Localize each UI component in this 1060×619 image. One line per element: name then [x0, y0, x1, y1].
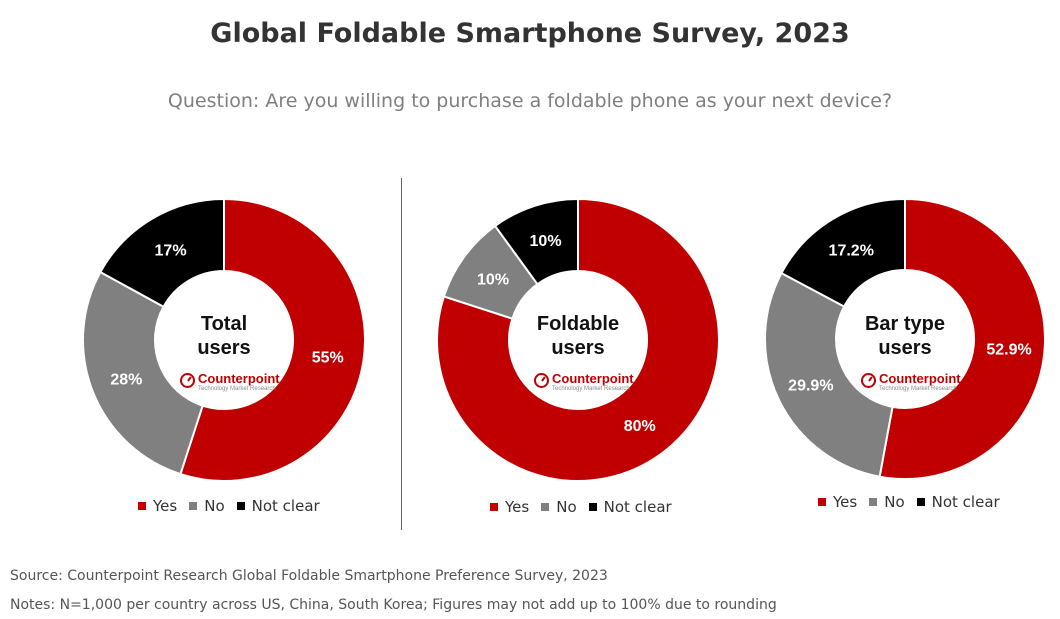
source-note: Source: Counterpoint Research Global Fol…	[10, 568, 608, 584]
legend-item-no: No	[869, 493, 905, 511]
divider	[401, 178, 402, 530]
legend-item-not-clear: Not clear	[236, 497, 320, 515]
legend-swatch	[189, 502, 198, 510]
chart-subtitle: Question: Are you willing to purchase a …	[167, 90, 893, 112]
slice-not-clear	[493, 197, 579, 286]
legend-label: Not clear	[603, 498, 672, 516]
legend-label: Yes	[505, 498, 530, 516]
counterpoint-logo: Counterpoint Technology Market Research	[180, 371, 300, 396]
legend-swatch	[541, 503, 550, 511]
data-label-no: 28%	[110, 372, 142, 389]
center-title: Bar type users	[864, 313, 946, 359]
legend-item-not-clear: Not clear	[588, 498, 672, 516]
legend-label: No	[204, 497, 225, 515]
legend-label: Yes	[833, 493, 858, 511]
donut-total-users: 55% 28% 17%	[82, 197, 366, 482]
legend-label: Not clear	[251, 497, 320, 515]
slice-yes	[179, 197, 366, 482]
legend-item-no: No	[541, 498, 577, 516]
legend-swatch	[588, 503, 597, 511]
legend-swatch	[869, 498, 878, 506]
slice-not-clear	[99, 197, 225, 309]
brand-name: Counterpoint	[198, 371, 280, 386]
legend-label: Not clear	[931, 493, 1000, 511]
center-title: Foldable users	[536, 313, 620, 359]
data-label-yes: 80%	[624, 418, 656, 435]
brand-tagline: Technology Market Research	[552, 386, 630, 392]
counterpoint-icon	[861, 373, 876, 388]
legend-item-yes: Yes	[818, 493, 857, 511]
brand-name: Counterpoint	[552, 371, 634, 386]
brand-tagline: Technology Market Research	[198, 386, 276, 392]
data-label-no: 10%	[477, 271, 509, 288]
slice-no	[82, 270, 204, 476]
donut-bar-type-users: 52.9% 29.9% 17.2%	[764, 197, 1046, 480]
brand-tagline: Technology Market Research	[879, 386, 957, 392]
center-title: Total users	[197, 313, 251, 359]
counterpoint-icon	[180, 373, 195, 388]
legend: Yes No Not clear	[138, 497, 320, 515]
legend-item-yes: Yes	[490, 498, 529, 516]
legend-label: No	[556, 498, 577, 516]
legend: Yes No Not clear	[818, 493, 1000, 511]
counterpoint-logo: Counterpoint Technology Market Research	[861, 371, 981, 396]
slice-not-clear	[780, 197, 906, 308]
legend-item-not-clear: Not clear	[916, 493, 1000, 511]
brand-name: Counterpoint	[879, 371, 961, 386]
data-label-yes: 55%	[312, 349, 344, 366]
slice-no	[764, 271, 894, 478]
data-label-not-clear: 17.2%	[829, 242, 874, 259]
counterpoint-logo: Counterpoint Technology Market Research	[534, 371, 654, 396]
data-label-yes: 52.9%	[986, 342, 1031, 359]
legend-swatch	[236, 502, 245, 510]
legend-swatch	[138, 502, 146, 510]
legend-label: No	[884, 493, 905, 511]
notes-text: Notes: N=1,000 per country across US, Ch…	[10, 597, 777, 613]
legend-item-no: No	[189, 497, 225, 515]
legend-swatch	[916, 498, 925, 506]
data-label-no: 29.9%	[788, 377, 833, 394]
slice-yes	[878, 197, 1046, 480]
legend-label: Yes	[153, 497, 178, 515]
legend: Yes No Not clear	[490, 498, 672, 516]
slice-yes	[436, 197, 720, 482]
data-label-not-clear: 17%	[155, 243, 187, 260]
chart-title: Global Foldable Smartphone Survey, 2023	[210, 18, 850, 49]
donut-foldable-users: 80% 10% 10%	[436, 197, 720, 482]
counterpoint-icon	[534, 373, 549, 388]
data-label-not-clear: 10%	[530, 233, 562, 250]
legend-item-yes: Yes	[138, 497, 177, 515]
legend-swatch	[818, 498, 826, 506]
legend-swatch	[490, 503, 498, 511]
